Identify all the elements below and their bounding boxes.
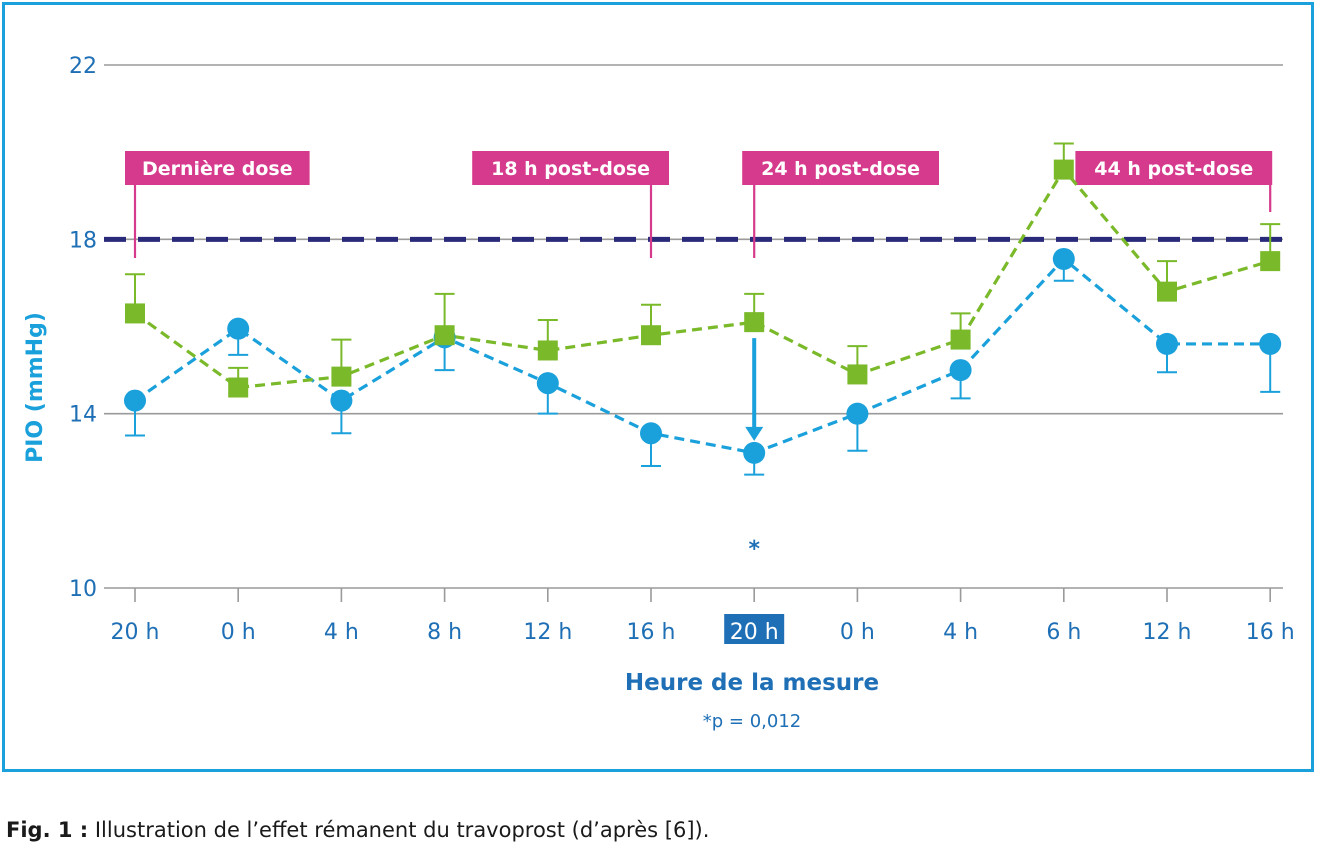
data-point-circle (846, 402, 869, 425)
data-point-circle (949, 359, 972, 382)
y-tick-label: 22 (69, 54, 97, 79)
data-point-circle (536, 372, 559, 395)
significance-arrow-head (745, 426, 764, 441)
data-point-square (1260, 251, 1281, 272)
data-point-circle (1052, 247, 1075, 270)
data-point-circle (640, 422, 662, 445)
data-point-circle (330, 389, 353, 412)
annotation-box (472, 151, 669, 185)
x-tick-label: 12 h (1143, 620, 1192, 645)
data-point-circle (743, 441, 766, 464)
caption-label: Fig. 1 : (6, 818, 89, 842)
data-point-circle (227, 317, 250, 340)
data-point-square (950, 329, 971, 350)
annotation-box (742, 151, 939, 185)
caption-text: Illustration de l’effet rémanent du trav… (88, 818, 710, 842)
data-point-square (125, 303, 145, 324)
x-tick-label: 20 h (111, 620, 160, 645)
data-point-circle (124, 389, 146, 412)
x-tick-label: 16 h (627, 620, 676, 645)
data-point-circle (1259, 332, 1282, 355)
y-axis-label: PIO (mmHg) (23, 312, 48, 463)
y-tick-label: 14 (69, 403, 97, 428)
data-point-square (641, 325, 661, 346)
data-point-square (847, 364, 868, 385)
footnote: *p = 0,012 (703, 711, 801, 732)
data-point-square (537, 340, 558, 361)
x-tick-label: 12 h (523, 620, 572, 645)
data-point-circle (1156, 332, 1178, 355)
series-line (134, 256, 1271, 455)
data-point-square (1157, 281, 1177, 302)
x-tick-label: 20 h (730, 620, 779, 645)
figure-caption: Fig. 1 : Illustration de l’effet rémanen… (6, 818, 709, 842)
x-tick-label: 0 h (840, 620, 875, 645)
significance-marker: * (748, 537, 760, 562)
y-tick-label: 18 (69, 228, 97, 253)
annotation-label: 24 h post-dose (761, 158, 920, 180)
x-tick-label: 4 h (943, 620, 978, 645)
x-tick-label: 8 h (427, 620, 462, 645)
series-line (134, 166, 1271, 390)
chart: Dernière dose 18 h post-dose 24 h post-dos… (23, 54, 1295, 732)
x-tick-highlight (724, 614, 785, 644)
annotation-label: Dernière dose (142, 158, 293, 180)
x-tick-label: 0 h (221, 620, 256, 645)
x-tick-label: 4 h (324, 620, 359, 645)
data-point-square (434, 325, 455, 346)
figure-frame (2, 2, 1314, 772)
y-tick-label: 10 (69, 577, 97, 602)
data-point-square (331, 366, 352, 387)
x-tick-label: 16 h (1246, 620, 1295, 645)
data-point-square (1053, 159, 1074, 180)
data-point-square (228, 377, 249, 398)
x-axis-label: Heure de la mesure (625, 670, 879, 696)
data-point-square (744, 312, 765, 333)
annotation-box (1075, 151, 1273, 185)
x-tick-label: 6 h (1046, 620, 1081, 645)
annotation-label: 44 h post-dose (1094, 158, 1253, 180)
annotation-label: 18 h post-dose (491, 158, 650, 180)
annotation-box (125, 151, 310, 185)
